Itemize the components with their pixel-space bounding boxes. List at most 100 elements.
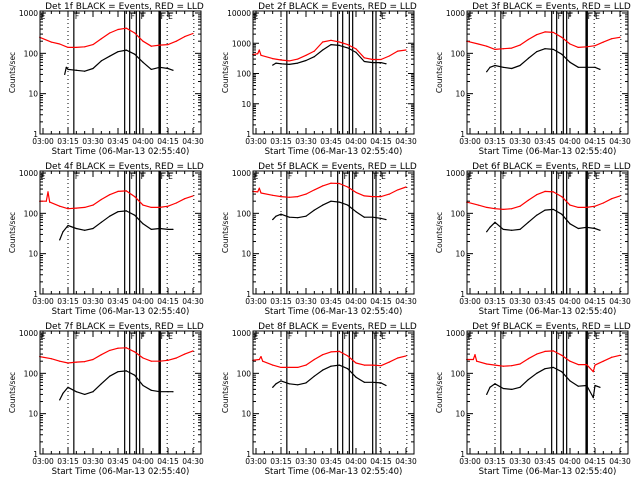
- series-events-point: [150, 228, 152, 230]
- series-lld-point: [175, 202, 177, 204]
- series-events-point: [280, 63, 282, 65]
- series-lld-point: [511, 208, 513, 210]
- series-events-point: [561, 371, 563, 373]
- series-events-point: [544, 368, 546, 370]
- y-tick-label: 10: [455, 250, 465, 259]
- y-axis-label: Counts/sec: [435, 52, 444, 93]
- y-tick-label: 10: [28, 410, 38, 419]
- series-events-point: [297, 62, 299, 64]
- series-events-point: [142, 384, 144, 387]
- x-tick-label: 04:15: [584, 297, 606, 306]
- series-lld-point: [142, 357, 144, 359]
- plot-frame: [39, 170, 202, 295]
- series-lld-point: [150, 206, 152, 209]
- series-lld-point: [125, 27, 127, 29]
- y-tick-label: 1000: [19, 169, 38, 178]
- series-lld-point: [619, 36, 621, 38]
- series-lld-point: [262, 360, 264, 362]
- series-lld-point: [322, 354, 324, 356]
- series-lld-point: [134, 32, 136, 34]
- series-lld-point: [502, 208, 504, 211]
- y-tick-label: 100: [451, 369, 466, 378]
- series-lld-point: [117, 347, 119, 349]
- marker-label-F: F: [141, 172, 145, 181]
- series-events-point: [544, 209, 546, 211]
- series-lld-point: [338, 41, 340, 43]
- series-lld-point: [47, 191, 49, 193]
- marker-label-F: F: [161, 12, 165, 21]
- x-tick-label: 04:00: [132, 137, 154, 146]
- series-lld-point: [142, 40, 144, 42]
- series-lld-point: [45, 200, 47, 202]
- panel-title: Det 9f BLACK = Events, RED = LLD: [472, 322, 631, 332]
- series-events-point: [100, 60, 102, 62]
- series-events-point: [134, 214, 136, 216]
- series-lld-point: [288, 366, 290, 369]
- series-lld-point: [297, 58, 299, 60]
- y-axis-label: Counts/sec: [8, 52, 17, 93]
- x-tick-label: 03:30: [509, 457, 531, 466]
- x-axis-label: Start Time (06-Mar-13 02:55:40): [265, 147, 403, 157]
- series-events-point: [125, 210, 127, 212]
- series-lld-point: [84, 46, 86, 48]
- series-lld-point: [380, 365, 382, 367]
- x-tick-label: 03:45: [534, 297, 556, 306]
- series-lld-point: [405, 49, 407, 51]
- series-lld-point: [602, 41, 604, 43]
- y-tick-label: 10: [241, 410, 251, 419]
- series-events-point: [313, 375, 315, 377]
- series-events-line: [272, 364, 387, 388]
- series-events-point: [109, 55, 111, 57]
- x-tick-label: 04:15: [584, 137, 606, 146]
- x-tick-label: 04:00: [132, 297, 154, 306]
- series-events-point: [586, 226, 588, 228]
- series-events-point: [92, 391, 94, 393]
- series-events-point: [385, 63, 387, 65]
- x-tick-label: 03:45: [107, 297, 129, 306]
- series-events-point: [594, 227, 596, 230]
- series-lld-point: [330, 182, 332, 184]
- series-events-point: [380, 217, 382, 219]
- y-tick-label: 10: [241, 250, 251, 259]
- marker-label-E: E: [168, 172, 173, 181]
- y-tick-label: 1: [460, 130, 465, 139]
- series-events-point: [372, 381, 374, 383]
- series-lld-point: [192, 350, 194, 352]
- marker-label-F: F: [502, 172, 506, 181]
- series-events-point: [272, 386, 274, 388]
- series-events-point: [536, 51, 538, 53]
- series-lld-point: [257, 191, 259, 193]
- series-lld-point: [544, 190, 546, 192]
- x-tick-label: 04:15: [157, 457, 179, 466]
- x-tick-label: 03:00: [459, 457, 481, 466]
- series-lld-point: [92, 43, 94, 46]
- series-lld-point: [586, 363, 588, 366]
- series-events-point: [552, 48, 554, 51]
- x-tick-label: 04:30: [395, 137, 417, 146]
- series-lld-point: [288, 60, 290, 62]
- series-lld-point: [355, 191, 357, 194]
- x-tick-label: 04:00: [559, 137, 581, 146]
- series-events-point: [275, 383, 277, 385]
- panel-det-2f: Det 2f BLACK = Events, RED = LLD 1 10 100 10…: [221, 2, 417, 157]
- series-events-point: [552, 366, 554, 369]
- x-tick-label: 04:15: [370, 297, 392, 306]
- y-tick-label: 10: [241, 100, 251, 109]
- series-lld-point: [49, 201, 51, 203]
- x-axis-label: Start Time (06-Mar-13 02:55:40): [265, 467, 403, 477]
- series-lld-point: [134, 351, 136, 353]
- x-tick-label: 03:30: [509, 297, 531, 306]
- y-tick-label: 1000: [232, 169, 251, 178]
- series-lld-point: [75, 361, 77, 363]
- series-lld-point: [477, 204, 479, 206]
- x-tick-label: 04:30: [182, 457, 204, 466]
- x-tick-label: 03:30: [82, 297, 104, 306]
- x-tick-label: 03:00: [459, 297, 481, 306]
- x-tick-label: 03:15: [57, 457, 79, 466]
- marker-label-F: F: [75, 12, 79, 21]
- series-lld-point: [280, 195, 282, 198]
- series-events-point: [502, 387, 504, 390]
- series-events-point: [599, 68, 601, 70]
- series-lld-point: [372, 364, 374, 366]
- series-lld-point: [322, 185, 324, 187]
